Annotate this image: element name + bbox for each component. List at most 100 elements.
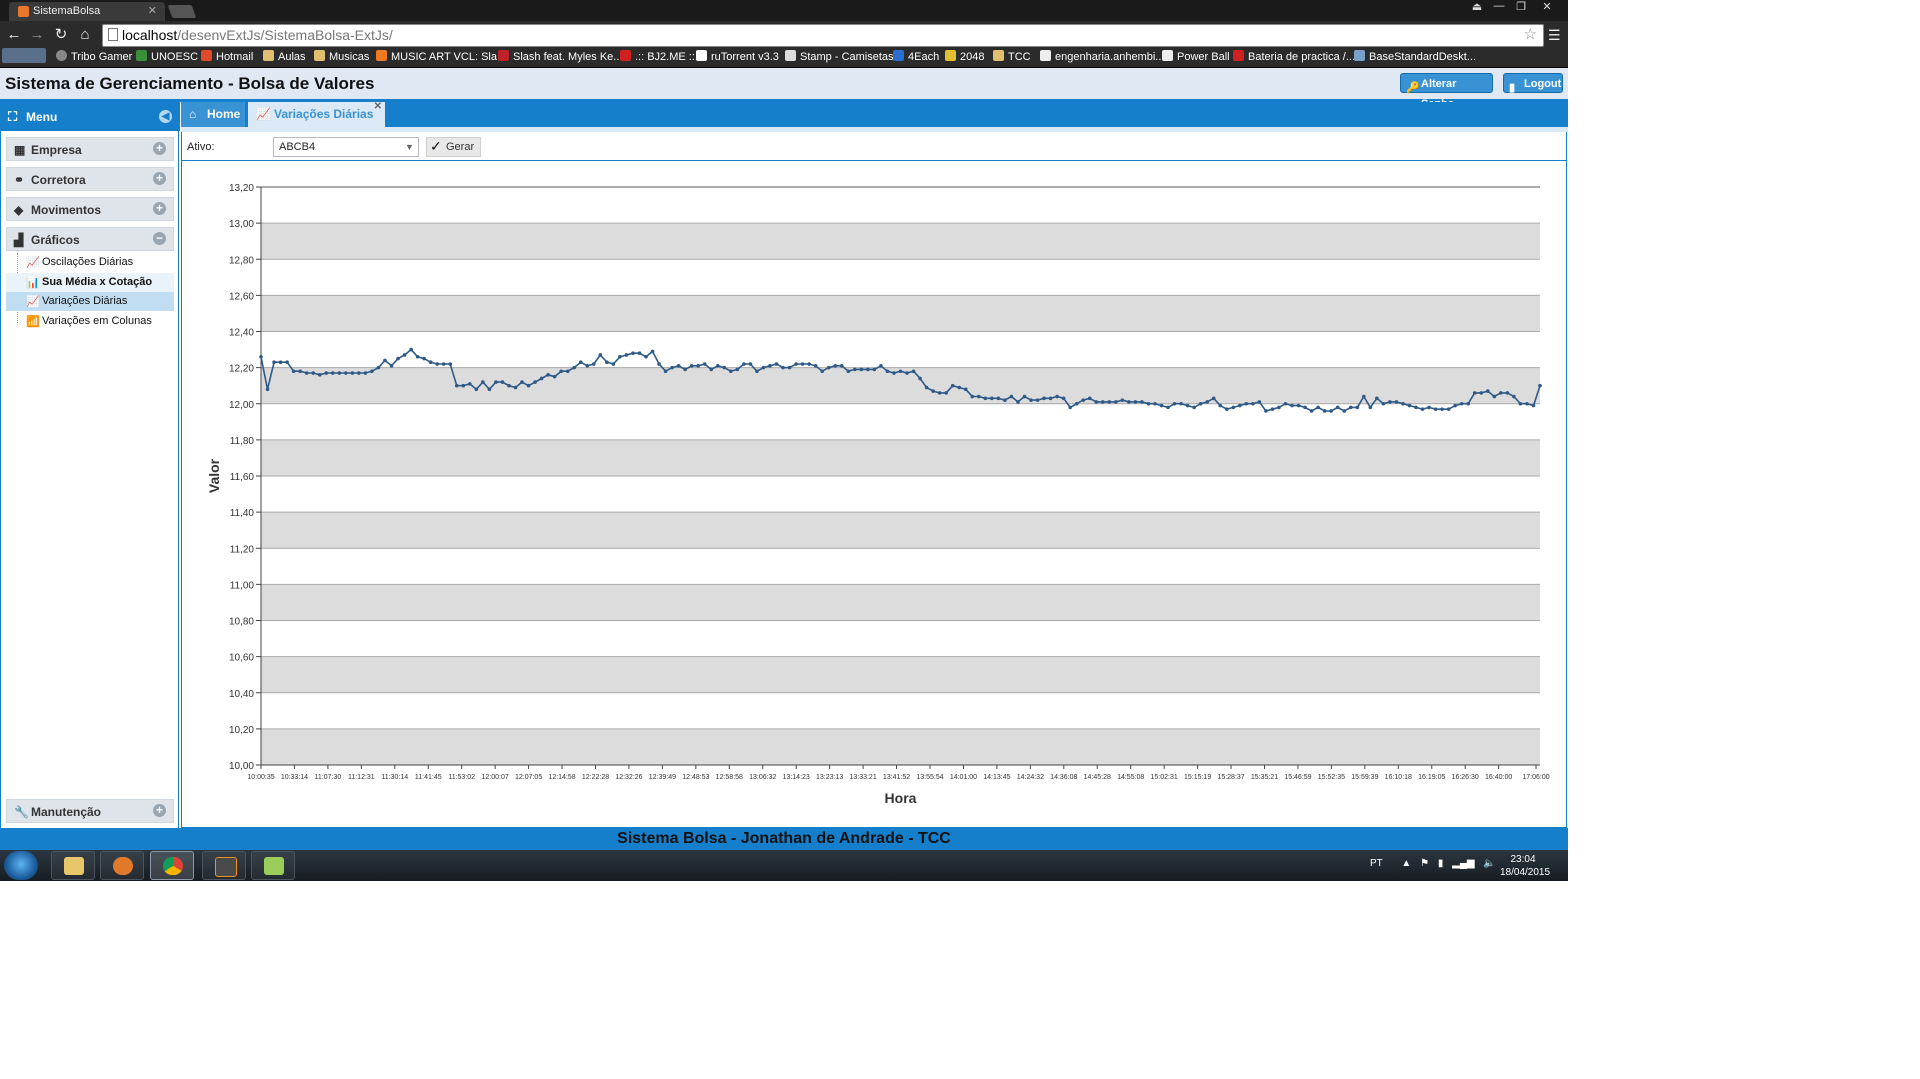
bookmark-item[interactable]: .:: BJ2.ME ::.: [620, 50, 698, 63]
data-point: [1362, 394, 1366, 399]
start-button[interactable]: [4, 851, 38, 880]
tab-variacoes-diarias[interactable]: 📈 Variações Diárias ✕: [248, 101, 385, 127]
restore-icon[interactable]: ❐: [1516, 1, 1526, 13]
data-point: [1407, 403, 1412, 408]
data-point: [676, 364, 681, 368]
explorer-taskbar-button[interactable]: [51, 851, 95, 880]
logout-button[interactable]: ▮ Logout: [1503, 73, 1563, 94]
language-indicator[interactable]: PT: [1370, 858, 1383, 869]
address-bar[interactable]: localhost/desenvExtJs/SistemaBolsa-ExtJs…: [102, 24, 1544, 47]
tab-home[interactable]: ⌂ Home: [181, 102, 245, 127]
media-player-taskbar-button[interactable]: [100, 851, 144, 880]
clock-time: 23:04: [1510, 854, 1536, 865]
bookmark-item[interactable]: engenharia.anhembi...: [1040, 50, 1164, 63]
data-point: [1322, 409, 1327, 413]
chart-icon: ▟: [14, 233, 24, 247]
data-point: [1224, 407, 1229, 411]
close-tab-icon[interactable]: ✕: [373, 101, 382, 112]
menu-item-variacoes-colunas[interactable]: 📶 Variações em Colunas: [26, 315, 152, 328]
data-point: [1211, 396, 1216, 401]
data-point: [963, 387, 968, 392]
ativo-combobox[interactable]: ABCB4 ▼: [273, 137, 419, 157]
bookmark-item[interactable]: TCC: [993, 50, 1031, 63]
browser-menu-icon[interactable]: ☰: [1548, 27, 1561, 43]
minimize-icon[interactable]: —: [1493, 0, 1505, 12]
close-tab-icon[interactable]: ✕: [147, 5, 157, 17]
dropdown-arrow-icon[interactable]: ▼: [405, 142, 414, 152]
bookmark-star-icon[interactable]: ☆: [1523, 26, 1537, 43]
data-point: [317, 373, 322, 377]
signal-icon[interactable]: ▂▄▆: [1452, 858, 1475, 869]
bookmark-item[interactable]: Tribo Gamer: [56, 50, 132, 63]
data-point: [996, 396, 1001, 401]
data-point: [441, 362, 446, 366]
data-point: [931, 389, 935, 393]
browser-tab[interactable]: SistemaBolsa ✕: [9, 2, 165, 21]
apps-icon[interactable]: [2, 48, 50, 65]
chrome-taskbar-button[interactable]: [150, 851, 194, 880]
data-point: [761, 365, 766, 370]
menu-section-manutencao[interactable]: 🔧 Manutenção +: [6, 799, 174, 823]
forward-icon[interactable]: →: [29, 26, 45, 43]
menu-item-media-cotacao[interactable]: 📊 Sua Média x Cotação: [6, 273, 174, 292]
bookmark-item[interactable]: Hotmail: [201, 50, 253, 63]
data-point: [1264, 409, 1268, 413]
ticket-icon: ◆: [14, 203, 24, 217]
key-icon: 🔑: [1406, 82, 1420, 94]
bookmark-item[interactable]: 4Each: [893, 50, 939, 63]
bookmark-item[interactable]: Stamp - Camisetas: [785, 50, 894, 63]
volume-icon[interactable]: 🔈: [1483, 858, 1496, 869]
menu-item-oscilacoes[interactable]: 📈 Oscilações Diárias: [26, 256, 134, 269]
tray-arrow-icon[interactable]: ▲: [1401, 858, 1412, 869]
flag-icon[interactable]: ⚑: [1420, 858, 1430, 869]
gerar-button[interactable]: ✓ Gerar: [426, 137, 481, 157]
menu-section-corretora[interactable]: ⚭ Corretora +: [6, 167, 174, 191]
grid-band: [261, 439, 1540, 476]
collapse-icon[interactable]: −: [153, 232, 166, 245]
browser-tab-bar: [0, 0, 1568, 21]
bookmark-item[interactable]: UNOESC: [136, 50, 198, 63]
column-chart-icon: 📶: [26, 316, 40, 328]
data-point: [526, 383, 531, 388]
collapse-menu-icon[interactable]: ◀: [159, 110, 172, 123]
expand-icon[interactable]: +: [153, 804, 166, 817]
data-point: [1485, 389, 1490, 393]
battery-icon[interactable]: ▮: [1437, 858, 1444, 869]
clock[interactable]: 23:04 18/04/2015: [1500, 853, 1550, 879]
menu-section-movimentos[interactable]: ◆ Movimentos +: [6, 197, 174, 221]
alterar-senha-button[interactable]: 🔑Alterar Senha: [1400, 73, 1493, 110]
notepad-taskbar-button[interactable]: [251, 851, 295, 880]
bookmark-item[interactable]: ruTorrent v3.3: [696, 50, 779, 63]
expand-icon[interactable]: +: [153, 142, 166, 155]
back-icon[interactable]: ←: [6, 26, 22, 43]
expand-icon[interactable]: +: [153, 202, 166, 215]
data-point: [1159, 403, 1164, 408]
close-window-icon[interactable]: ✕: [1542, 1, 1552, 13]
reload-icon[interactable]: ↻: [54, 26, 68, 43]
menu-section-graficos[interactable]: ▟ Gráficos −: [6, 227, 174, 251]
home-icon[interactable]: ⌂: [80, 26, 90, 43]
menu-section-empresa[interactable]: ▦ Empresa +: [6, 137, 174, 161]
check-icon: ✓: [430, 138, 442, 154]
new-tab-button[interactable]: [167, 5, 197, 18]
data-point: [950, 383, 955, 388]
profile-icon[interactable]: ⏏: [1471, 1, 1483, 13]
data-point: [866, 367, 870, 372]
data-point: [885, 369, 890, 374]
bookmark-item[interactable]: Musicas: [314, 50, 369, 63]
sublime-taskbar-button[interactable]: [202, 851, 246, 880]
bookmark-item[interactable]: BaseStandardDeskt...: [1354, 50, 1476, 63]
bookmark-item[interactable]: Aulas: [263, 50, 306, 63]
menu-item-variacoes-diarias[interactable]: 📈 Variações Diárias: [6, 292, 174, 311]
bar-chart-icon: 📊: [26, 277, 40, 289]
data-point: [1283, 401, 1288, 406]
data-point: [1068, 405, 1072, 410]
expand-icon[interactable]: +: [153, 172, 166, 185]
data-point: [1303, 405, 1307, 410]
bookmark-item[interactable]: Slash feat. Myles Ke...: [498, 50, 622, 63]
bookmark-item[interactable]: MUSIC ART VCL: Sla...: [376, 50, 506, 63]
bookmark-item[interactable]: 2048: [945, 50, 984, 63]
bookmark-item[interactable]: Bateria de practica /...: [1233, 50, 1355, 63]
x-tick-label: 13:41:52: [883, 774, 910, 781]
bookmark-item[interactable]: Power Ball: [1162, 50, 1230, 63]
